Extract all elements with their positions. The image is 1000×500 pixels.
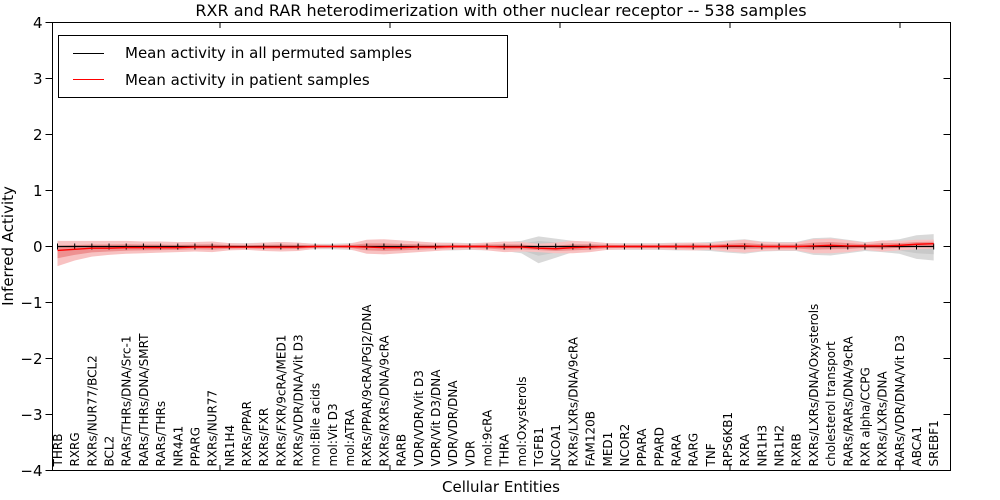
x-category-label: RXRs/LXRs/DNA/9cRA xyxy=(566,336,580,466)
x-category-label: THRA xyxy=(498,433,512,467)
x-category-label: RXRs/PPAR/9cRA/PGJ2/DNA xyxy=(360,304,374,467)
x-category-label: RARs/THRs/DNA/SMRT xyxy=(137,333,151,467)
x-category-label: VDR/VDR/Vit D3 xyxy=(412,370,426,466)
x-category-label: mol:ATRA xyxy=(343,409,357,467)
x-category-label: SREBF1 xyxy=(927,420,941,466)
x-category-label: RARB xyxy=(395,434,409,467)
x-category-label: RARs/THRs xyxy=(154,401,168,467)
y-axis-label: Inferred Activity xyxy=(0,186,17,306)
permuted-line-swatch xyxy=(73,52,104,54)
x-category-label: mol:Oxysterols xyxy=(515,377,529,467)
legend-label-patient: Mean activity in patient samples xyxy=(125,70,370,89)
x-category-label: RXRs/LXRs/DNA/Oxysterols xyxy=(807,304,821,467)
x-category-label: VDR xyxy=(463,441,477,467)
x-category-label: RXRs/NUR77 xyxy=(206,390,220,467)
x-category-label: VDR/Vit D3/DNA xyxy=(429,369,443,467)
y-tick-label: −4 xyxy=(20,462,42,480)
x-category-label: THRB xyxy=(51,434,65,468)
x-category-label: RXR alpha/CCPG xyxy=(858,367,872,466)
x-category-label: PPARG xyxy=(188,427,202,467)
legend: Mean activity in all permuted samples Me… xyxy=(58,35,508,98)
y-tick-label: −1 xyxy=(20,294,42,312)
legend-label-permuted: Mean activity in all permuted samples xyxy=(125,44,412,63)
x-category-label: NR1H4 xyxy=(223,425,237,467)
chart-title: RXR and RAR heterodimerization with othe… xyxy=(195,1,806,20)
chart-layers: 4 3 2 1 0 −1 −2 −3 −4 THRB RXRG RXRs/NUR77/BCL2 BCL2… xyxy=(20,14,951,480)
x-category-label: PPARD xyxy=(652,427,666,467)
x-category-label: MED1 xyxy=(601,432,615,467)
x-category-label: mol:Vit D3 xyxy=(326,403,340,466)
x-category-label: RARA xyxy=(669,434,683,467)
x-category-label: RXRB xyxy=(790,433,804,466)
x-category-label: RXRs/NUR77/BCL2 xyxy=(85,355,99,466)
x-category-label: cholesterol transport xyxy=(824,341,838,467)
x-category-label: RXRs/PPAR xyxy=(240,401,254,466)
y-tick-label: −2 xyxy=(20,350,42,368)
patient-line-swatch xyxy=(73,79,104,81)
patient-band-outer xyxy=(57,238,934,267)
x-category-label: TNF xyxy=(704,443,718,467)
x-category-label: RXRs/VDR/DNA/Vit D3 xyxy=(292,334,306,466)
x-category-label: RARs/THRs/DNA/Src-1 xyxy=(120,336,134,467)
y-tick-label: −3 xyxy=(20,406,42,424)
y-tick-label: 3 xyxy=(33,70,43,88)
x-category-label: BCL2 xyxy=(103,436,117,467)
x-category-label: TGFB1 xyxy=(532,427,546,467)
x-category-label: RARG xyxy=(687,433,701,467)
legend-item-permuted: Mean activity in all permuted samples xyxy=(73,44,507,62)
x-axis-label: Cellular Entities xyxy=(442,478,560,496)
y-tick-label: 4 xyxy=(33,14,43,32)
y-tick-label: 1 xyxy=(33,182,43,200)
x-category-label: NR1H2 xyxy=(773,425,787,467)
y-tick-label: 2 xyxy=(33,126,43,144)
x-category-label: RXRs/FXR/9cRA/MED1 xyxy=(274,335,288,467)
x-category-label: VDR/VDR/DNA xyxy=(446,380,460,467)
x-category-label: RXRs/RXRs/DNA/9cRA xyxy=(377,335,391,467)
x-category-label: NCOR2 xyxy=(618,424,632,467)
x-category-label: RARs/RARs/DNA/9cRA xyxy=(841,336,855,467)
x-category-label: NCOA1 xyxy=(549,424,563,466)
x-category-label: RARs/VDR/DNA/Vit D3 xyxy=(893,335,907,467)
patient-mean-line xyxy=(57,243,934,252)
legend-item-patient: Mean activity in patient samples xyxy=(73,71,507,89)
x-category-label: RXRG xyxy=(68,432,82,466)
x-category-label: mol:Bile acids xyxy=(309,383,323,467)
x-category-label: ABCA1 xyxy=(910,426,924,466)
x-category-label: FAM120B xyxy=(584,411,598,467)
x-category-label: RPS6KB1 xyxy=(721,412,735,467)
y-tick-label: 0 xyxy=(33,238,43,256)
x-category-label: RXRs/FXR xyxy=(257,408,271,467)
x-category-label: PPARA xyxy=(635,428,649,467)
x-category-label: NR1H3 xyxy=(755,425,769,467)
x-category-label: NR4A1 xyxy=(171,426,185,467)
x-category-label: RXRs/LXRs/DNA xyxy=(876,371,890,467)
x-category-label: mol:9cRA xyxy=(481,409,495,466)
x-category-label: RXRA xyxy=(738,433,752,466)
